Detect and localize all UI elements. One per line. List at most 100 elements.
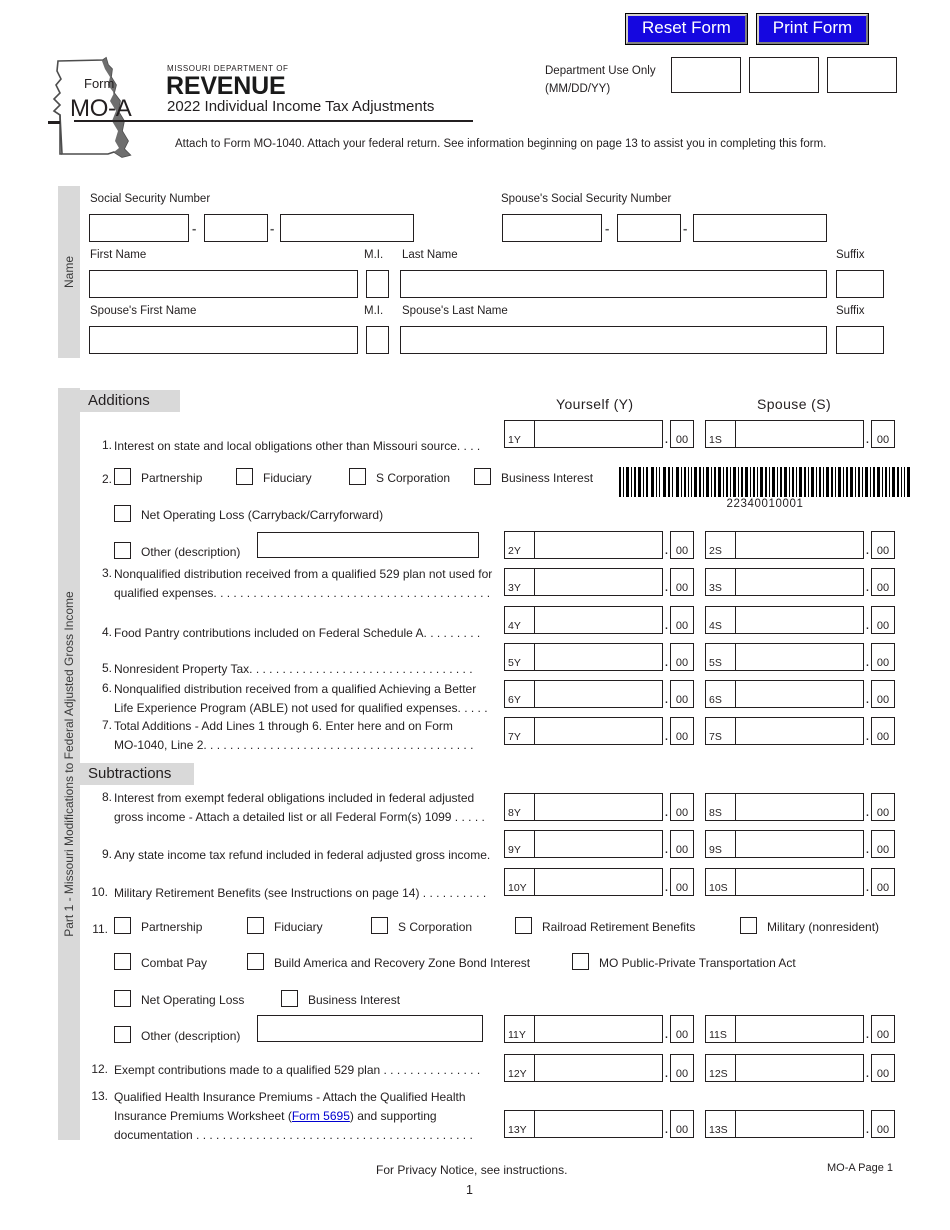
ssn-part2-field[interactable]	[204, 214, 268, 242]
line-5-spouse-amount[interactable]: 5S . 00	[705, 643, 895, 671]
line-3-yourself-input[interactable]	[534, 568, 663, 596]
line-4-yourself-amount[interactable]: 4Y . 00	[504, 606, 694, 634]
spouse-ssn-part3-field[interactable]	[693, 214, 827, 242]
line-11-build-america-checkbox[interactable]	[247, 953, 264, 970]
line-9-spouse-amount[interactable]: 9S . 00	[705, 830, 895, 858]
line-2-spouse-input[interactable]	[735, 531, 864, 559]
line-4-yourself-input[interactable]	[534, 606, 663, 634]
line-2-business-interest-checkbox[interactable]	[474, 468, 491, 485]
line-12-spouse-amount[interactable]: 12S . 00	[705, 1054, 895, 1082]
line-10-yourself-input[interactable]	[534, 868, 663, 896]
line-2-other-checkbox[interactable]	[114, 542, 131, 559]
line-11-military-nonresident-checkbox[interactable]	[740, 917, 757, 934]
line-8-spouse-amount[interactable]: 8S . 00	[705, 793, 895, 821]
line-9-yourself-amount[interactable]: 9Y . 00	[504, 830, 694, 858]
department-use-year-field[interactable]	[827, 57, 897, 93]
line-1-spouse-amount[interactable]: 1S . 00	[705, 420, 895, 448]
line-4-spouse-amount[interactable]: 4S . 00	[705, 606, 895, 634]
line-11-railroad-retirement-checkbox[interactable]	[515, 917, 532, 934]
department-use-month-field[interactable]	[671, 57, 741, 93]
line-5-spouse-input[interactable]	[735, 643, 864, 671]
line-11-spouse-input[interactable]	[735, 1015, 864, 1043]
line-5-yourself-amount[interactable]: 5Y . 00	[504, 643, 694, 671]
line-13-text-line2-suffix: ) and supporting	[349, 1109, 437, 1123]
line-1-spouse-input[interactable]	[735, 420, 864, 448]
line-3-spouse-input[interactable]	[735, 568, 864, 596]
ssn-part3-field[interactable]	[280, 214, 414, 242]
last-name-field[interactable]	[400, 270, 827, 298]
line-3-spouse-cents: 00	[871, 568, 895, 596]
line-10-yourself-amount[interactable]: 10Y . 00	[504, 868, 694, 896]
line-11-partnership-checkbox[interactable]	[114, 917, 131, 934]
reset-form-button[interactable]: Reset Form	[625, 13, 748, 45]
line-7-yourself-amount[interactable]: 7Y . 00	[504, 717, 694, 745]
line-11-spouse-amount[interactable]: 11S . 00	[705, 1015, 895, 1043]
department-use-day-field[interactable]	[749, 57, 819, 93]
line-2-spouse-amount[interactable]: 2S . 00	[705, 531, 895, 559]
mi-field[interactable]	[366, 270, 389, 298]
line-11-mo-transportation-checkbox[interactable]	[572, 953, 589, 970]
line-1-yourself-code: 1Y	[504, 420, 534, 448]
line-10-spouse-input[interactable]	[735, 868, 864, 896]
line-10-spouse-amount[interactable]: 10S . 00	[705, 868, 895, 896]
line-2-net-operating-loss-checkbox[interactable]	[114, 505, 131, 522]
first-name-field[interactable]	[89, 270, 358, 298]
line-11-yourself-amount[interactable]: 11Y . 00	[504, 1015, 694, 1043]
line-8-yourself-amount[interactable]: 8Y . 00	[504, 793, 694, 821]
dor-logo-text: REVENUE	[166, 72, 286, 100]
line-4-yourself-cents: 00	[670, 606, 694, 634]
ssn-part1-field[interactable]	[89, 214, 189, 242]
line-11-yourself-input[interactable]	[534, 1015, 663, 1043]
line-12-yourself-amount[interactable]: 12Y . 00	[504, 1054, 694, 1082]
form-5695-link[interactable]: Form 5695	[291, 1109, 350, 1123]
line-2-yourself-input[interactable]	[534, 531, 663, 559]
line-6-yourself-input[interactable]	[534, 680, 663, 708]
spouse-first-name-field[interactable]	[89, 326, 358, 354]
line-11-s-corporation-checkbox[interactable]	[371, 917, 388, 934]
line-1-text: Interest on state and local obligations …	[114, 439, 481, 453]
line-2-partnership-checkbox[interactable]	[114, 468, 131, 485]
line-6-yourself-cents: 00	[670, 680, 694, 708]
line-5-text: Nonresident Property Tax. . . . . . . . …	[114, 662, 473, 676]
line-3-yourself-amount[interactable]: 3Y . 00	[504, 568, 694, 596]
line-13-yourself-amount[interactable]: 13Y . 00	[504, 1110, 694, 1138]
line-2-fiduciary-checkbox[interactable]	[236, 468, 253, 485]
line-13-yourself-input[interactable]	[534, 1110, 663, 1138]
suffix-field[interactable]	[836, 270, 884, 298]
line-6-spouse-amount[interactable]: 6S . 00	[705, 680, 895, 708]
line-2-other-description-field[interactable]	[257, 532, 479, 558]
line-11-net-operating-loss-checkbox[interactable]	[114, 990, 131, 1007]
line-11-business-interest-checkbox[interactable]	[281, 990, 298, 1007]
line-4-spouse-input[interactable]	[735, 606, 864, 634]
line-8-spouse-input[interactable]	[735, 793, 864, 821]
line-2-yourself-amount[interactable]: 2Y . 00	[504, 531, 694, 559]
line-1-yourself-input[interactable]	[534, 420, 663, 448]
print-form-button[interactable]: Print Form	[755, 13, 870, 45]
line-4-yourself-code: 4Y	[504, 606, 534, 634]
spouse-mi-field[interactable]	[366, 326, 389, 354]
line-13-spouse-amount[interactable]: 13S . 00	[705, 1110, 895, 1138]
spouse-last-name-field[interactable]	[400, 326, 827, 354]
line-6-yourself-amount[interactable]: 6Y . 00	[504, 680, 694, 708]
line-13-spouse-input[interactable]	[735, 1110, 864, 1138]
line-7-spouse-amount[interactable]: 7S . 00	[705, 717, 895, 745]
line-9-yourself-input[interactable]	[534, 830, 663, 858]
line-3-spouse-amount[interactable]: 3S . 00	[705, 568, 895, 596]
spouse-ssn-part2-field[interactable]	[617, 214, 681, 242]
line-5-yourself-input[interactable]	[534, 643, 663, 671]
spouse-suffix-field[interactable]	[836, 326, 884, 354]
line-12-yourself-input[interactable]	[534, 1054, 663, 1082]
line-12-spouse-input[interactable]	[735, 1054, 864, 1082]
line-8-yourself-input[interactable]	[534, 793, 663, 821]
spouse-ssn-part1-field[interactable]	[502, 214, 602, 242]
line-6-spouse-input[interactable]	[735, 680, 864, 708]
line-11-other-description-field[interactable]	[257, 1015, 483, 1042]
line-7-yourself-input[interactable]	[534, 717, 663, 745]
line-11-fiduciary-checkbox[interactable]	[247, 917, 264, 934]
line-7-spouse-input[interactable]	[735, 717, 864, 745]
line-2-s-corporation-checkbox[interactable]	[349, 468, 366, 485]
line-9-spouse-input[interactable]	[735, 830, 864, 858]
line-11-other-checkbox[interactable]	[114, 1026, 131, 1043]
line-11-combat-pay-checkbox[interactable]	[114, 953, 131, 970]
line-1-yourself-amount[interactable]: 1Y . 00	[504, 420, 694, 448]
